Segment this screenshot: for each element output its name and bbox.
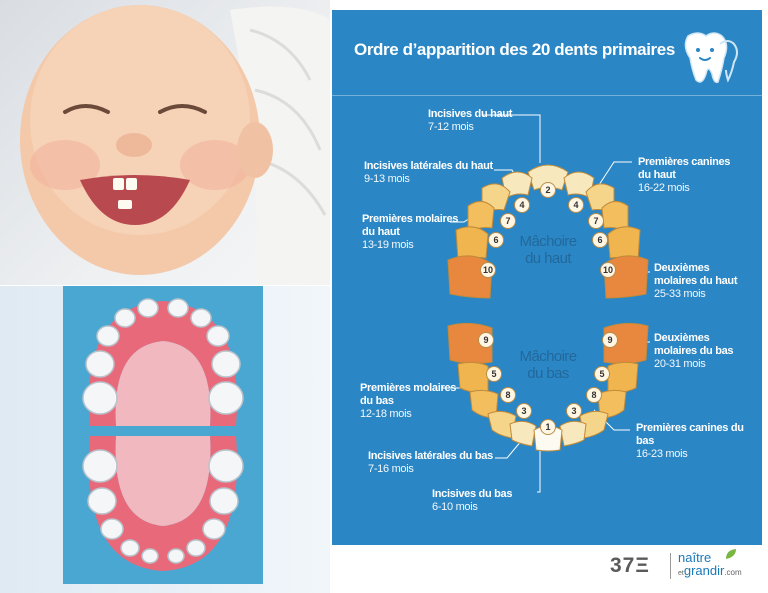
tooth-badge-upper-incisor: 2	[540, 182, 556, 198]
jaw-caption-lower-line1: Mâchoire	[519, 348, 578, 365]
infographic-panel: Ordre d’apparition des 20 dents primaire…	[332, 10, 762, 545]
brand-com-text: .com	[724, 568, 742, 577]
tooth-badge-lower-lateral-right: 3	[566, 403, 582, 419]
tooth-badge-upper-canine-right: 7	[588, 213, 604, 229]
tooth-badge-lower-molar2-right: 9	[602, 332, 618, 348]
label-upper-first-canines-months: 16-22 mois	[638, 182, 690, 194]
label-upper-second-molars: Deuxièmes molaires du haut 25-33 mois	[654, 262, 754, 301]
label-upper-first-canines-name: Premières canines du haut	[638, 156, 731, 181]
label-lower-incisors-months: 6-10 mois	[432, 501, 478, 513]
tooth-badge-upper-molar2-right: 10	[600, 262, 616, 278]
label-upper-second-molars-months: 25-33 mois	[654, 288, 706, 300]
label-upper-first-canines: Premières canines du haut 16-22 mois	[638, 156, 738, 195]
brand-naitre-text: naître	[678, 550, 712, 565]
label-upper-lateral-incisors-months: 9-13 mois	[364, 173, 410, 185]
label-upper-lateral-incisors: Incisives latérales du haut 9-13 mois	[364, 160, 493, 186]
footer-logos: 37Ξ naître etgrandir.com	[332, 545, 762, 593]
jaw-caption-upper: Mâchoire du haut	[498, 233, 598, 267]
tooth-badge-lower-molar2-left: 9	[478, 332, 494, 348]
jaw-caption-lower-line2: du bas	[527, 365, 569, 382]
brand-logo-grandir: etgrandir.com	[678, 564, 742, 580]
jaw-diagram	[442, 114, 650, 493]
upper-arch	[447, 164, 649, 299]
label-lower-lateral-incisors-name: Incisives latérales du bas	[368, 450, 493, 462]
label-lower-incisors: Incisives du bas 6-10 mois	[432, 488, 512, 514]
brand-logo-naitre: naître	[678, 551, 711, 564]
label-lower-lateral-incisors-months: 7-16 mois	[368, 463, 414, 475]
label-lower-first-molars-months: 12-18 mois	[360, 408, 412, 420]
label-upper-first-molars-name: Premières molaires du haut	[362, 213, 459, 238]
tooth-icon	[684, 32, 738, 84]
brand-grandir-text: grandir	[683, 563, 725, 578]
dental-arches-illustration	[63, 286, 263, 584]
leaf-icon	[726, 549, 736, 559]
label-upper-second-molars-name: Deuxièmes molaires du haut	[654, 262, 738, 287]
tooth-badge-upper-canine-left: 7	[500, 213, 516, 229]
label-lower-first-molars-name: Premières molaires du bas	[360, 382, 457, 407]
baby-photo	[0, 0, 330, 285]
jaw-caption-upper-line1: Mâchoire	[519, 233, 578, 250]
label-lower-first-canines-months: 16-23 mois	[636, 448, 688, 460]
label-lower-first-canines-name: Premières canines du bas	[636, 422, 744, 447]
title-divider	[332, 95, 762, 96]
label-upper-first-molars-months: 13-19 mois	[362, 239, 414, 251]
brand-logo-37e: 37Ξ	[610, 554, 650, 577]
tooth-badge-lower-molar1-left: 5	[486, 366, 502, 382]
tooth-badge-lower-canine-left: 8	[500, 387, 516, 403]
label-upper-incisors: Incisives du haut 7-12 mois	[428, 108, 512, 134]
label-upper-first-molars: Premières molaires du haut 13-19 mois	[362, 213, 462, 252]
tooth-badge-lower-incisor: 1	[540, 419, 556, 435]
tooth-badge-upper-lateral-left: 4	[514, 197, 530, 213]
logo-separator	[670, 553, 671, 579]
baby-face-illustration	[20, 5, 330, 285]
label-upper-incisors-name: Incisives du haut	[428, 108, 513, 120]
tooth-badge-lower-molar1-right: 5	[594, 366, 610, 382]
tooth-badge-lower-lateral-left: 3	[516, 403, 532, 419]
infographic-title: Ordre d’apparition des 20 dents primaire…	[354, 40, 675, 59]
tooth-badge-upper-molar1-left: 6	[488, 232, 504, 248]
tooth-badge-upper-molar1-right: 6	[592, 232, 608, 248]
tooth-badge-upper-lateral-right: 4	[568, 197, 584, 213]
label-lower-second-molars-months: 20-31 mois	[654, 358, 706, 370]
jaw-illustration	[0, 286, 330, 593]
label-lower-second-molars-name: Deuxièmes molaires du bas	[654, 332, 734, 357]
label-lower-first-molars: Premières molaires du bas 12-18 mois	[360, 382, 460, 421]
label-upper-lateral-incisors-name: Incisives latérales du haut	[364, 160, 493, 172]
tooth-badge-lower-canine-right: 8	[586, 387, 602, 403]
label-upper-incisors-months: 7-12 mois	[428, 121, 474, 133]
tooth-badge-upper-molar2-left: 10	[480, 262, 496, 278]
label-lower-lateral-incisors: Incisives latérales du bas 7-16 mois	[368, 450, 493, 476]
jaw-caption-upper-line2: du haut	[525, 250, 571, 267]
label-lower-incisors-name: Incisives du bas	[432, 488, 513, 500]
brand-et-text: et	[678, 570, 684, 577]
label-lower-second-molars: Deuxièmes molaires du bas 20-31 mois	[654, 332, 754, 371]
jaw-caption-lower: Mâchoire du bas	[498, 348, 598, 382]
label-lower-first-canines: Premières canines du bas 16-23 mois	[636, 422, 746, 461]
